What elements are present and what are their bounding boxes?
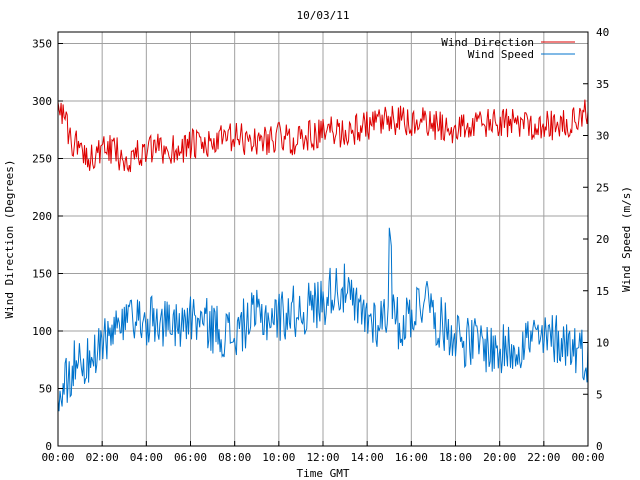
y-left-tick-label: 0	[45, 440, 52, 453]
y-right-tick-label: 40	[596, 26, 609, 39]
x-tick-label: 04:00	[130, 451, 163, 464]
x-tick-label: 08:00	[218, 451, 251, 464]
y-right-tick-label: 25	[596, 181, 609, 194]
y-left-tick-label: 300	[32, 95, 52, 108]
y-right-tick-label: 20	[596, 233, 609, 246]
series-lines	[57, 99, 589, 412]
chart-title: 10/03/11	[297, 9, 350, 22]
axis-ticks	[57, 31, 589, 447]
y-right-tick-label: 30	[596, 130, 609, 143]
legend-label: Wind Speed	[468, 48, 534, 61]
x-tick-label: 12:00	[306, 451, 339, 464]
y-right-tick-label: 15	[596, 285, 609, 298]
y-right-tick-label: 10	[596, 337, 609, 350]
y-left-tick-label: 150	[32, 268, 52, 281]
x-tick-label: 10:00	[262, 451, 295, 464]
y-axis-right-label: Wind Speed (m/s)	[620, 186, 633, 292]
y-left-tick-label: 350	[32, 38, 52, 51]
y-right-tick-label: 35	[596, 78, 609, 91]
y-left-tick-label: 200	[32, 210, 52, 223]
y-right-tick-label: 5	[596, 388, 603, 401]
y-left-tick-label: 100	[32, 325, 52, 338]
legend-label: Wind Direction	[441, 36, 534, 49]
y-left-tick-label: 250	[32, 153, 52, 166]
x-tick-label: 00:00	[41, 451, 74, 464]
x-tick-label: 02:00	[86, 451, 119, 464]
tick-labels: 00:00 02:00 04:00 06:00 08:00 10:00 12:00 14:00…	[32, 26, 609, 464]
x-tick-label: 22:00	[527, 451, 560, 464]
y-left-tick-label: 50	[39, 383, 52, 396]
wind-speed-line	[57, 227, 589, 412]
grid-lines	[58, 32, 588, 446]
x-tick-label: 06:00	[174, 451, 207, 464]
x-tick-label: 14:00	[351, 451, 384, 464]
wind-direction-line	[57, 99, 589, 173]
x-tick-label: 00:00	[571, 451, 604, 464]
x-tick-label: 18:00	[439, 451, 472, 464]
x-axis-label: Time GMT	[297, 467, 350, 480]
y-right-tick-label: 0	[596, 440, 603, 453]
x-tick-label: 16:00	[395, 451, 428, 464]
x-tick-label: 20:00	[483, 451, 516, 464]
y-axis-left-label: Wind Direction (Degrees)	[3, 160, 16, 319]
